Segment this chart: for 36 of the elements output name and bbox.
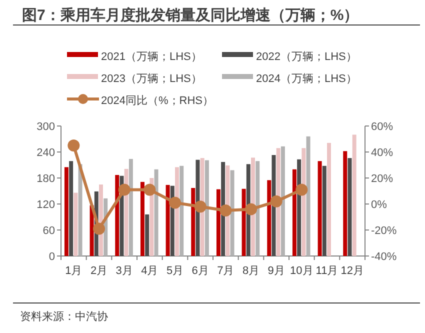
y-tick-label: 240 bbox=[36, 147, 55, 159]
legend-item: 2022（万辆；LHS） bbox=[222, 51, 357, 63]
legend-label: 2024同比（%；RHS） bbox=[101, 94, 214, 107]
y-tick-label: 0 bbox=[48, 251, 55, 263]
y-tick-label: 300 bbox=[36, 121, 55, 133]
x-tick-label: 1月 bbox=[65, 265, 82, 277]
y2-tick-label: 20% bbox=[371, 173, 394, 185]
x-tick-label: 10月 bbox=[290, 265, 314, 277]
y2-tick-label: 0% bbox=[371, 199, 388, 211]
x-tick-label: 3月 bbox=[116, 265, 133, 277]
legend-label: 2024（万辆；LHS） bbox=[256, 73, 357, 85]
y2-tick-label: -20% bbox=[371, 225, 397, 237]
x-tick-label: 6月 bbox=[192, 265, 209, 277]
y-tick-label: 60 bbox=[42, 225, 55, 237]
text: 资料来源：中汽协 bbox=[20, 310, 108, 323]
x-tick-label: 11月 bbox=[316, 265, 338, 277]
y2-tick-label: 60% bbox=[371, 121, 394, 133]
y-tick-label: 120 bbox=[36, 199, 55, 211]
legend-label: 2022（万辆；LHS） bbox=[256, 51, 357, 63]
y2-tick-label: -40% bbox=[371, 251, 397, 263]
legend-item: 2023（万辆；LHS） bbox=[67, 73, 202, 85]
x-tick-label: 12月 bbox=[340, 265, 364, 277]
x-tick-label: 4月 bbox=[141, 265, 158, 277]
title: 图7：乘用车月度批发销量及同比增速（万辆；%） bbox=[22, 7, 359, 24]
x-tick-label: 8月 bbox=[242, 265, 260, 277]
y2-tick-label: 40% bbox=[371, 147, 394, 159]
y-tick-label: 180 bbox=[36, 173, 55, 185]
legend-item: 2024同比（%；RHS） bbox=[67, 94, 214, 107]
legend-label: 2021（万辆；LHS） bbox=[101, 51, 202, 63]
legend-label: 2023（万辆；LHS） bbox=[101, 73, 202, 85]
legend-item: 2024（万辆；LHS） bbox=[222, 73, 357, 85]
x-tick-label: 5月 bbox=[166, 265, 184, 277]
x-tick-label: 2月 bbox=[90, 265, 108, 277]
x-tick-label: 9月 bbox=[268, 265, 285, 277]
x-tick-label: 7月 bbox=[217, 265, 234, 277]
legend-item: 2021（万辆；LHS） bbox=[67, 51, 202, 63]
